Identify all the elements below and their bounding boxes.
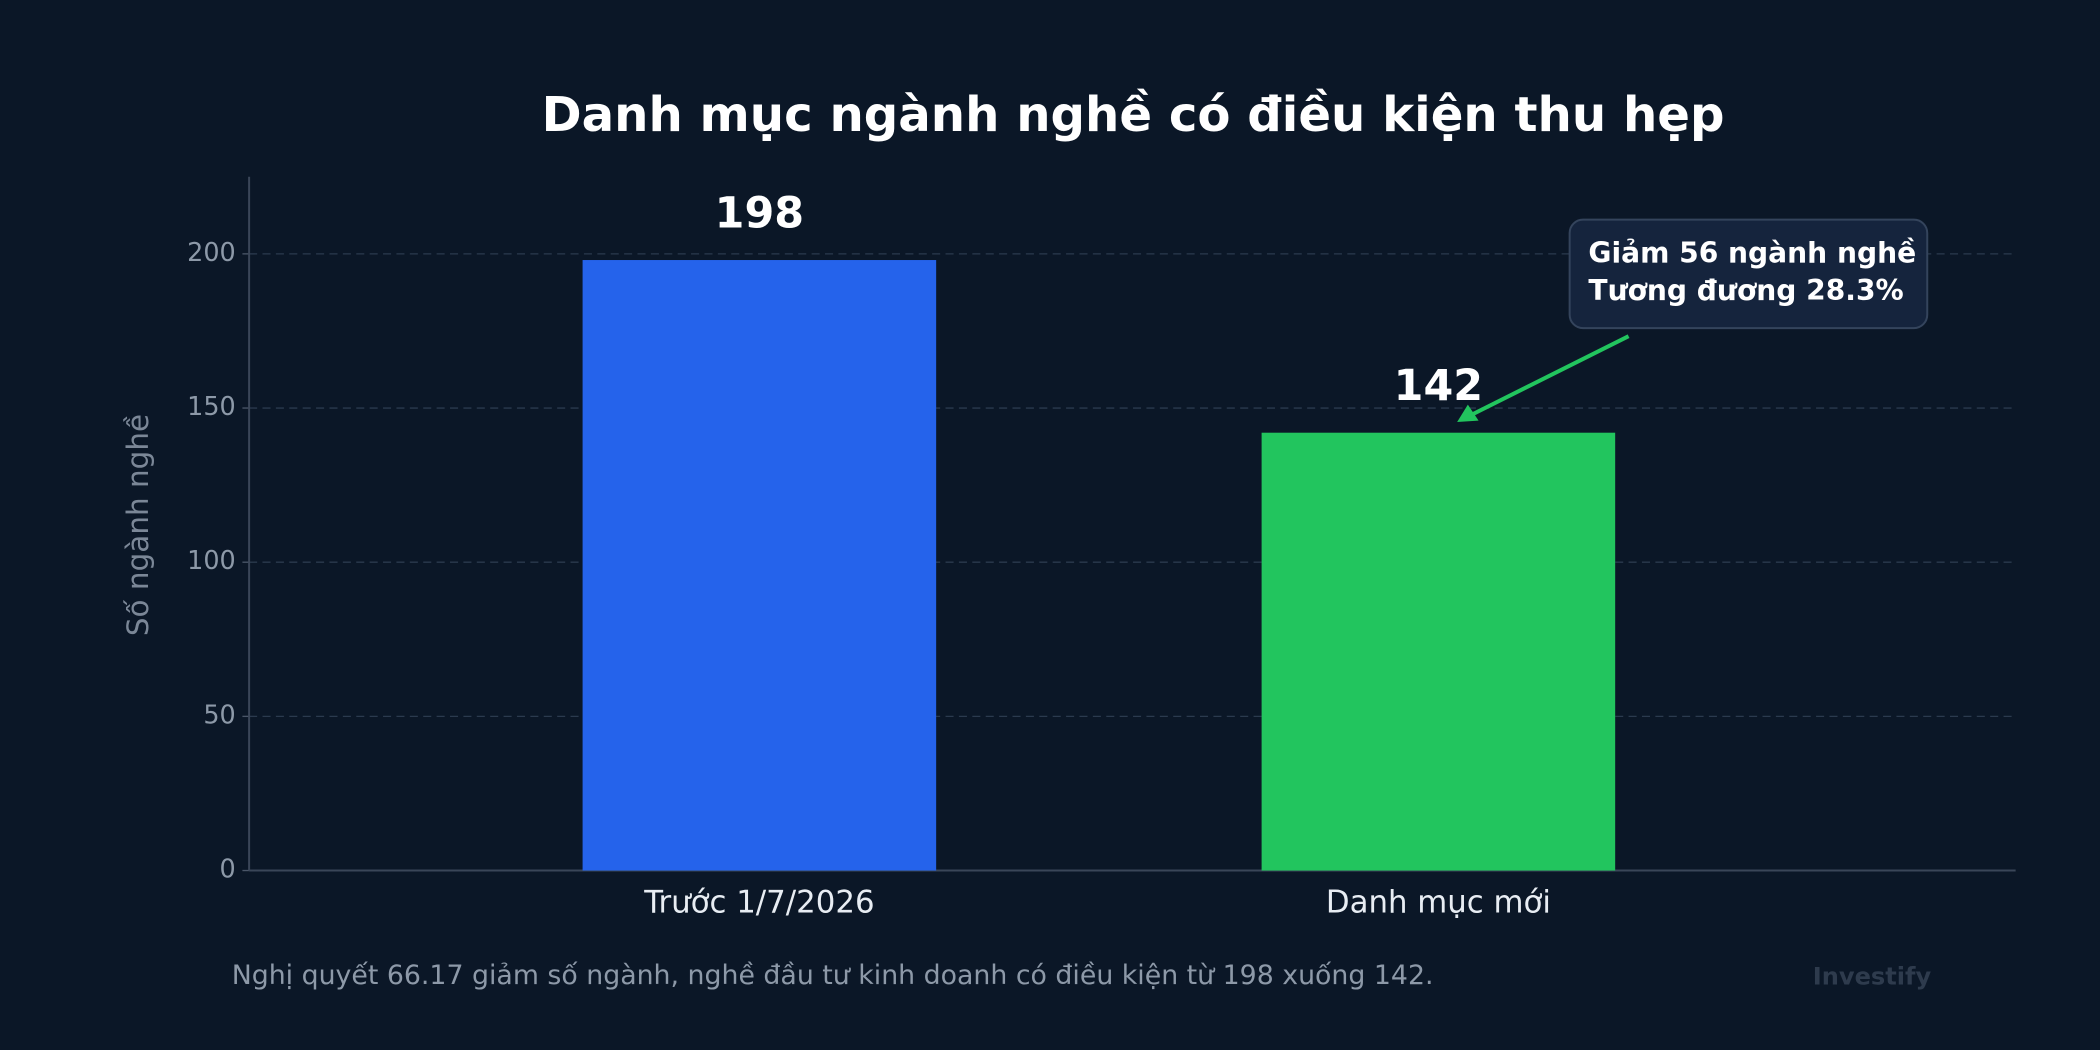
y-tick-label: 100: [187, 545, 236, 575]
bar: [582, 260, 937, 871]
annotation-box: [1568, 218, 1929, 330]
y-axis-label: Số ngành nghề: [121, 414, 155, 636]
y-tick-label: 50: [203, 699, 235, 729]
chart-title: Danh mục ngành nghề có điều kiện thu hẹp: [542, 87, 1725, 143]
watermark: Investify: [1813, 963, 1932, 991]
annotation-text: Giảm 56 ngành nghề: [1588, 236, 1916, 269]
x-tick-label: Trước 1/7/2026: [643, 885, 874, 921]
annotation-arrow: [1466, 334, 1630, 419]
y-tick-label: 0: [220, 854, 236, 884]
y-tick-label: 200: [187, 237, 236, 267]
value-label: 198: [715, 188, 804, 238]
x-tick-label: Danh mục mới: [1326, 885, 1551, 921]
annotation-text: Tương đương 28.3%: [1588, 274, 1903, 307]
arrow-head: [1457, 404, 1479, 422]
value-label: 142: [1394, 361, 1483, 411]
bar: [1261, 432, 1616, 871]
y-tick-label: 150: [187, 391, 236, 421]
footnote: Nghị quyết 66.17 giảm số ngành, nghề đầu…: [232, 960, 1434, 991]
